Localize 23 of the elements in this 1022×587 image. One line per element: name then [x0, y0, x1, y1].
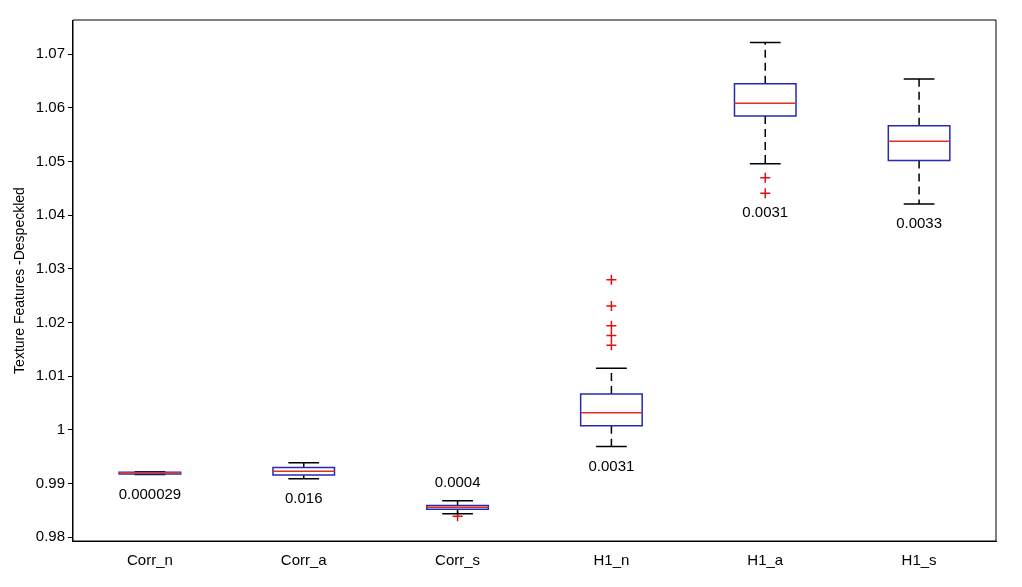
y-tick-label: 1.06	[35, 98, 65, 116]
annotation: 0.0033	[896, 214, 943, 232]
y-tick-label: 1.04	[35, 205, 65, 223]
x-tick-label: Corr_s	[435, 551, 481, 569]
x-tick-label: H1_a	[747, 551, 784, 569]
annotation: 0.000029	[118, 484, 182, 502]
y-tick-label: 1.07	[35, 44, 65, 62]
x-tick-label: Corr_n	[126, 551, 173, 569]
y-tick-label: 1.03	[35, 259, 65, 277]
y-tick-label: 1.02	[35, 312, 65, 330]
y-tick-label: 0.98	[35, 527, 65, 545]
annotation: 0.0004	[434, 472, 481, 490]
x-tick-label: H1_n	[593, 551, 630, 569]
y-tick-label: 0.99	[35, 473, 65, 491]
annotation: 0.0031	[588, 456, 635, 474]
x-tick-label: Corr_a	[280, 551, 328, 569]
y-tick-label: 1.05	[35, 151, 65, 169]
y-tick-label: 1	[56, 420, 65, 438]
x-tick-label: H1_s	[901, 551, 937, 569]
y-tick-label: 1.01	[35, 366, 65, 384]
annotation: 0.016	[284, 488, 323, 506]
y-axis-title: Texture Features -Despeckled	[11, 187, 28, 374]
annotation: 0.0031	[742, 203, 789, 221]
